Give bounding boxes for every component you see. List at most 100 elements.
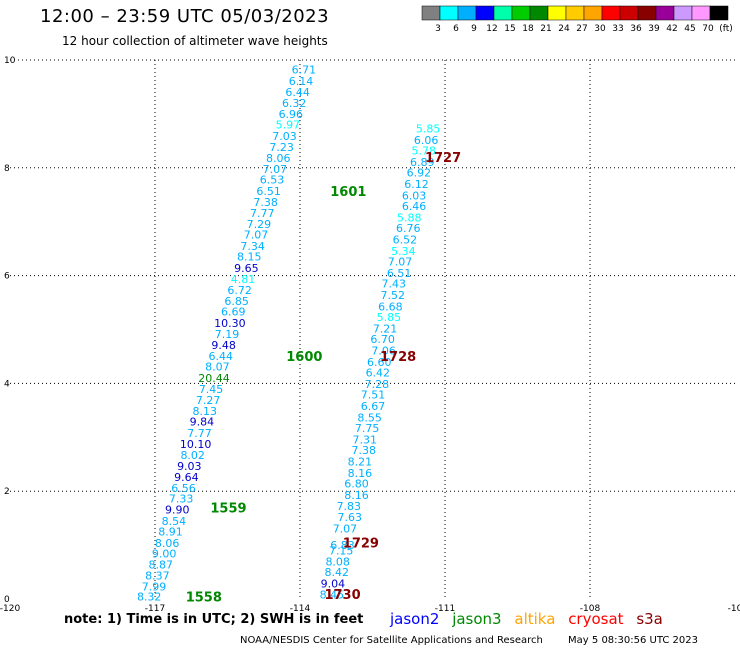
wave-height-label: 8.02: [180, 449, 205, 462]
wave-height-label: 7.29: [247, 218, 272, 231]
wave-height-label: 6.56: [171, 482, 196, 495]
wave-height-label: 6.60: [367, 356, 392, 369]
color-scale-label: (ft): [719, 24, 733, 34]
wave-height-label: 4.81: [231, 273, 256, 286]
wave-height-label: 7.06: [371, 345, 396, 358]
wave-height-label: 7.34: [240, 240, 265, 253]
wave-height-label: 8.16: [344, 489, 369, 502]
wave-height-label: 10.10: [180, 438, 212, 451]
credit-line: NOAA/NESDIS Center for Satellite Applica…: [240, 635, 698, 646]
wave-height-label: 8.07: [205, 361, 230, 374]
color-scale-label: 70: [702, 24, 714, 34]
color-swatch: [709, 5, 729, 21]
color-scale-label: 27: [576, 24, 587, 34]
color-scale-label: 33: [612, 24, 623, 34]
wave-height-label: 8.54: [162, 515, 187, 528]
wave-height-label: 8.91: [158, 526, 183, 539]
color-swatch: [619, 5, 639, 21]
wave-height-label: 7.83: [337, 500, 362, 513]
color-swatch: [529, 5, 549, 21]
wave-height-label: 7.23: [269, 141, 294, 154]
wave-height-label: 7.45: [199, 383, 224, 396]
wave-height-label: 7.03: [272, 130, 297, 143]
page-subtitle: 12 hour collection of altimeter wave hei…: [62, 34, 328, 48]
wave-height-label: 7.77: [187, 427, 212, 440]
wave-height-label: 9.04: [321, 577, 346, 590]
color-scale-label: 9: [471, 24, 477, 34]
satellite-s3a: s3a: [636, 610, 663, 628]
wave-height-label: 6.80: [344, 478, 369, 491]
color-scale-label: 30: [594, 24, 606, 34]
pass-time-label: 1729: [343, 536, 379, 551]
x-tick-label: -117: [145, 604, 165, 614]
wave-height-label: 7.51: [361, 389, 386, 402]
color-swatch: [475, 5, 495, 21]
wave-height-label: 9.64: [174, 471, 199, 484]
color-swatch: [457, 5, 477, 21]
wave-height-label: 8.06: [266, 152, 291, 165]
generation-timestamp: May 5 08:30:56 UTC 2023: [568, 635, 698, 646]
wave-height-label: 6.44: [208, 350, 233, 363]
wave-height-label: 8.15: [237, 251, 262, 264]
wave-height-label: 7.52: [381, 289, 406, 302]
pass-time-labels: 1558 1559 1600 1601 1730 1729 1728 1727: [186, 151, 461, 605]
wave-height-label: 10.30: [214, 317, 246, 330]
satellite-altika: altika: [514, 610, 556, 628]
pass-time-label: 1730: [324, 588, 360, 603]
wave-height-label: 6.72: [227, 284, 252, 297]
wave-height-label: 7.77: [250, 207, 275, 220]
wave-height-label: 5.78: [411, 145, 436, 158]
color-scale-label: 6: [453, 24, 459, 34]
wave-height-label: 6.42: [366, 367, 391, 380]
y-tick-label: 4: [4, 379, 10, 389]
wave-height-label: 6.83: [330, 539, 355, 552]
wave-height-label: 6.03: [402, 189, 427, 202]
wave-height-label: 6.67: [361, 400, 386, 413]
wave-height-label: 6.12: [404, 178, 429, 191]
wave-height-label: 7.99: [142, 581, 167, 594]
pass-time-label: 1558: [186, 590, 222, 605]
wave-height-label: 6.69: [221, 306, 246, 319]
wave-height-values: 8.327.998.378.879.008.068.918.549.907.33…: [137, 64, 440, 604]
wave-height-label: 7.75: [355, 422, 380, 435]
color-scale-legend: 3 6 9 12 15 18 21 24 27 30 33 36 39 42 45 70 (ft): [421, 5, 733, 34]
wave-height-label: 8.21: [348, 456, 373, 469]
color-scale-label: 45: [684, 24, 695, 34]
wave-height-label: 9.03: [177, 460, 202, 473]
pass-time-label: 1600: [286, 350, 322, 365]
color-swatch: [691, 5, 711, 21]
satellite-legend: jason2 jason3 altika cryosat s3a: [390, 610, 671, 628]
wave-height-label: 7.07: [244, 229, 269, 242]
wave-height-label: 6.85: [224, 295, 249, 308]
wave-height-label: 9.48: [211, 339, 236, 352]
wave-height-label: 8.45: [320, 589, 345, 602]
satellite-cryosat: cryosat: [568, 610, 624, 628]
wave-height-label: 7.28: [365, 378, 390, 391]
wave-height-label: 6.46: [402, 200, 427, 213]
pass-time-label: 1601: [330, 185, 366, 200]
color-swatch: [547, 5, 567, 21]
wave-height-label: 8.13: [193, 405, 218, 418]
wave-height-label: 6.52: [393, 233, 418, 246]
wave-height-label: 7.27: [196, 394, 221, 407]
grid-lines: [10, 59, 735, 599]
wave-height-label: 7.31: [353, 433, 378, 446]
credit-text: NOAA/NESDIS Center for Satellite Applica…: [240, 635, 543, 646]
wave-height-label: 7.33: [169, 493, 194, 506]
wave-height-label: 8.16: [348, 467, 373, 480]
axis-tick-labels: -120 -117 -114 -111 -108 -10 0 2 4 6 8 10: [0, 56, 740, 614]
wave-height-label: 7.07: [333, 522, 358, 535]
color-swatch: [673, 5, 693, 21]
wave-height-label: 6.70: [370, 333, 395, 346]
x-tick-label: -111: [435, 604, 455, 614]
satellite-jason2: jason2: [390, 610, 440, 628]
page-title: 12:00 – 23:59 UTC 05/03/2023: [40, 6, 330, 27]
color-scale-label: 42: [666, 24, 677, 34]
wave-height-label: 6.51: [387, 267, 412, 280]
wave-height-label: 5.97: [276, 119, 301, 132]
wave-height-label: 7.43: [382, 278, 407, 291]
wave-height-label: 7.15: [329, 544, 354, 557]
y-tick-label: 6: [4, 272, 10, 282]
color-swatch: [511, 5, 531, 21]
